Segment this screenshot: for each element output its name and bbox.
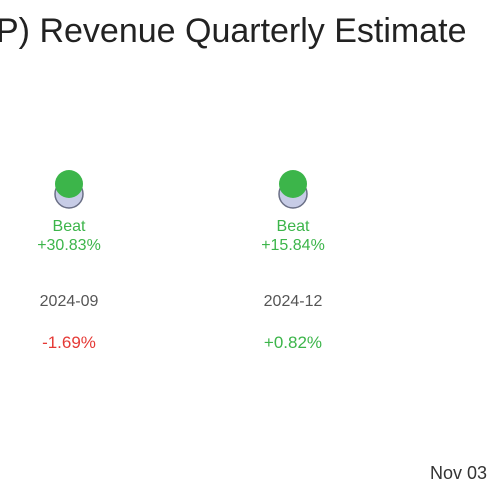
surprise-label: +30.83% bbox=[37, 237, 101, 254]
actual-marker bbox=[55, 170, 83, 198]
surprise-label: +15.84% bbox=[261, 237, 325, 254]
period-label: 2024-12 bbox=[264, 293, 323, 310]
change-label: -1.69% bbox=[42, 333, 96, 352]
result-label: Beat bbox=[277, 218, 310, 235]
footer-date: Nov 03 bbox=[430, 463, 488, 483]
period-label: 2024-09 bbox=[40, 293, 99, 310]
result-label: Beat bbox=[53, 218, 86, 235]
actual-marker bbox=[279, 170, 307, 198]
chart-title: P) Revenue Quarterly Estimate bbox=[0, 12, 467, 50]
change-label: +0.82% bbox=[264, 333, 322, 352]
